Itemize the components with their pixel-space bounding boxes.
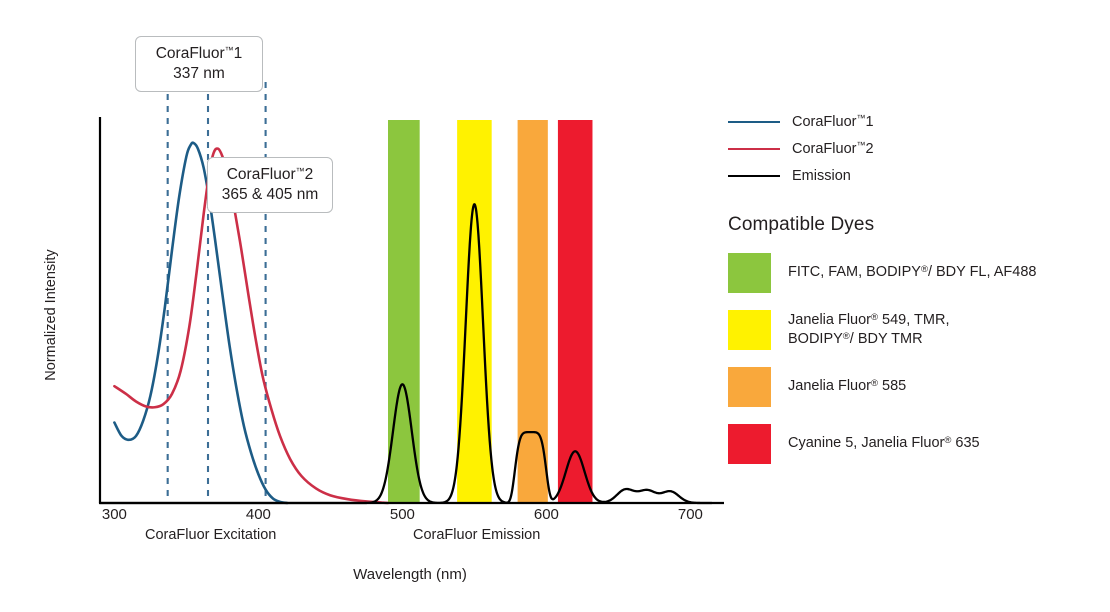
registered-trademark-icon: ® — [842, 331, 850, 342]
emission-band-yellow-band — [457, 120, 492, 503]
dye-color-swatch — [728, 253, 771, 293]
x-axis-segment-emission: CoraFluor Emission — [413, 527, 541, 543]
legend-line-swatch — [728, 174, 780, 177]
x-axis-tick-400: 400 — [245, 506, 271, 523]
legend-line-swatch — [728, 147, 780, 150]
annotation-corafluor2: CoraFluor™2 365 & 405 nm — [207, 157, 333, 214]
dye-label-line1-a: FITC, FAM, BODIPY — [788, 264, 921, 281]
emission-band-green-band — [388, 120, 420, 503]
legend-series-label: CoraFluor™1 — [792, 113, 874, 130]
dye-label-line1-b: 549, TMR, — [878, 311, 950, 328]
emission-band-red-band — [557, 120, 593, 503]
annotation-corafluor1-base: CoraFluor — [155, 45, 225, 62]
dye-label-line2-b: / BDY TMR — [849, 331, 923, 347]
dye-label-line1-b: / BDY FL, AF488 — [927, 264, 1037, 281]
x-axis-tick-700: 700 — [677, 506, 703, 523]
annotation-corafluor1-title: CoraFluor™1 — [148, 44, 250, 64]
legend-series-row: CoraFluor™1 — [728, 108, 1103, 135]
compatible-dye-row: Cyanine 5, Janelia Fluor® 635 — [728, 424, 1103, 464]
dye-color-swatch — [728, 424, 771, 464]
dye-label: Cyanine 5, Janelia Fluor® 635 — [788, 434, 980, 453]
annotation-corafluor1-value: 337 nm — [173, 64, 225, 82]
dye-label-line1: Janelia Fluor® 585 — [788, 377, 906, 396]
x-axis-tick-500: 500 — [389, 506, 415, 523]
annotation-corafluor2-title: CoraFluor™2 — [220, 165, 320, 185]
legend-panel: CoraFluor™1 CoraFluor™2 Emission Compatibl… — [728, 108, 1103, 464]
legend-series-label-num: 1 — [865, 114, 874, 130]
trademark-icon: ™ — [295, 166, 305, 176]
dye-label-line1-b: 635 — [951, 435, 980, 452]
annotation-corafluor2-value: 365 & 405 nm — [221, 185, 319, 203]
legend-series-label: Emission — [792, 168, 851, 184]
series-legend: CoraFluor™1 CoraFluor™2 Emission — [728, 108, 1103, 189]
annotation-corafluor2-base: CoraFluor — [226, 166, 296, 183]
legend-series-label-num: 2 — [865, 141, 874, 157]
dye-label: FITC, FAM, BODIPY®/ BDY FL, AF488 — [788, 263, 1036, 282]
dye-color-swatch — [728, 310, 771, 350]
legend-series-label-base: CoraFluor — [792, 114, 857, 130]
x-axis-tick-600: 600 — [533, 506, 559, 523]
dye-label-line2-a: BODIPY — [788, 331, 843, 347]
dye-label-line1-a: Cyanine 5, Janelia Fluor — [788, 435, 945, 452]
x-axis-tick-300: 300 — [101, 506, 127, 523]
compatible-dye-row: Janelia Fluor® 585 — [728, 367, 1103, 407]
dye-label-line1: Cyanine 5, Janelia Fluor® 635 — [788, 434, 980, 453]
dye-label: Janelia Fluor® 585 — [788, 377, 906, 396]
trademark-icon: ™ — [224, 45, 234, 55]
annotation-corafluor2-num: 2 — [304, 166, 314, 183]
trademark-icon: ™ — [856, 140, 866, 150]
legend-series-row: Emission — [728, 162, 1103, 189]
registered-trademark-icon: ® — [871, 378, 879, 390]
dye-color-swatch — [728, 367, 771, 407]
registered-trademark-icon: ® — [944, 435, 952, 447]
dye-label-line1-a: Janelia Fluor — [788, 378, 872, 395]
dye-label-line2: BODIPY®/ BDY TMR — [788, 330, 949, 349]
legend-series-label: CoraFluor™2 — [792, 140, 874, 157]
y-axis-title: Normalized Intensity — [43, 249, 59, 381]
trademark-icon: ™ — [856, 113, 866, 123]
registered-trademark-icon: ® — [871, 311, 879, 323]
dye-label: Janelia Fluor® 549, TMR, BODIPY®/ BDY TMR — [788, 311, 949, 349]
legend-series-label-base: CoraFluor — [792, 141, 857, 157]
legend-series-row: CoraFluor™2 — [728, 135, 1103, 162]
legend-series-label-base: Emission — [792, 167, 851, 184]
annotation-corafluor1-num: 1 — [233, 45, 243, 62]
x-axis-title: Wavelength (nm) — [353, 566, 467, 583]
emission-band-orange-band — [517, 120, 548, 503]
legend-line-swatch — [728, 120, 780, 123]
dye-label-line1: FITC, FAM, BODIPY®/ BDY FL, AF488 — [788, 263, 1036, 282]
compatible-dyes-list: FITC, FAM, BODIPY®/ BDY FL, AF488 Janelia… — [728, 253, 1103, 464]
curve-corafluor1 — [113, 141, 289, 505]
dye-label-line1-b: 585 — [878, 378, 907, 395]
compatible-dye-row: Janelia Fluor® 549, TMR, BODIPY®/ BDY TMR — [728, 310, 1103, 350]
compatible-dye-row: FITC, FAM, BODIPY®/ BDY FL, AF488 — [728, 253, 1103, 293]
dye-label-line1-a: Janelia Fluor — [788, 311, 872, 328]
registered-trademark-icon: ® — [920, 264, 928, 276]
compatible-dyes-title: Compatible Dyes — [728, 214, 875, 235]
x-axis-segment-excitation: CoraFluor Excitation — [145, 527, 277, 543]
dye-label-line1: Janelia Fluor® 549, TMR, — [788, 311, 949, 330]
annotation-corafluor1: CoraFluor™1 337 nm — [135, 36, 263, 93]
